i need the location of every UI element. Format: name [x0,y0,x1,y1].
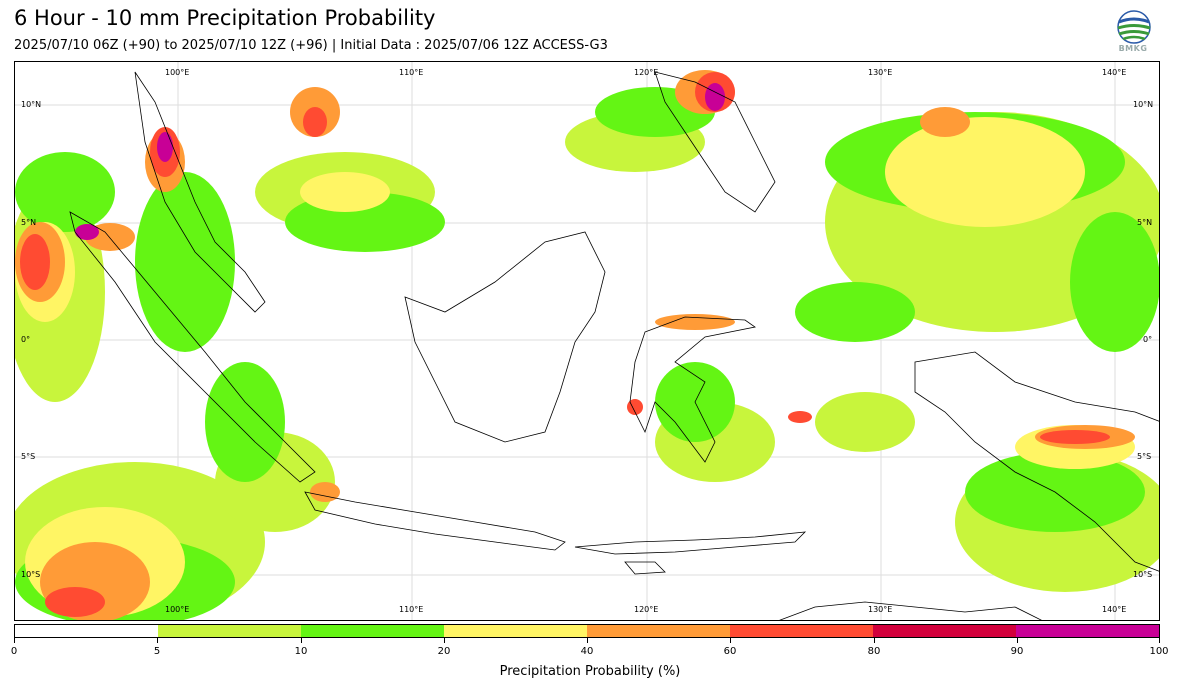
lat-label-right: 10°N [1133,100,1154,109]
lon-label-top: 120°E [634,68,659,77]
philippines-outline [654,71,776,213]
colorbar-tick [157,638,158,643]
lon-label-bottom: 100°E [165,605,190,614]
colorbar-tick-label: 10 [294,646,308,657]
precipitation-map[interactable]: 100°E 110°E 120°E 130°E 140°E 100°E 110°… [14,61,1160,621]
colorbar-segment [587,625,730,637]
colorbar-tick-label: 100 [1149,646,1169,657]
lon-label-top: 130°E [868,68,893,77]
lat-label-right: 5°S [1137,452,1152,461]
colorbar-tick [1159,638,1160,643]
colorbar-ticks: 0 5 10 20 40 60 80 90 100 [10,638,1169,658]
java-outline [304,491,566,551]
map-subtitle: 2025/07/10 06Z (+90) to 2025/07/10 12Z (… [14,38,608,53]
colorbar-tick-label: 60 [723,646,737,657]
colorbar-tick-label: 90 [1010,646,1024,657]
colorbar-tick-label: 80 [867,646,881,657]
lat-label-left: 0° [21,335,31,344]
lat-label-right: 10°S [1133,570,1153,579]
logo-text: BMKG [1118,44,1148,53]
precip-field-magenta [75,83,725,240]
colorbar-tick [730,638,731,643]
colorbar-tick-label: 20 [437,646,451,657]
colorbar-tick [444,638,445,643]
lat-label-left: 10°N [21,100,42,109]
borneo-outline [404,231,606,443]
lon-label-top: 100°E [165,68,190,77]
new-guinea-outline [914,351,1159,572]
colorbar-segment [873,625,1016,637]
colorbar-tick-label: 0 [10,646,18,657]
colorbar-segment [158,625,301,637]
lon-label-bottom: 140°E [1102,605,1127,614]
lon-label-bottom: 110°E [399,605,424,614]
lesser-sunda-outline [574,531,807,555]
malay-peninsula-outline [134,71,266,313]
bmkg-logo-icon [1114,10,1154,56]
colorbar-tick [874,638,875,643]
lat-label-left: 5°S [21,452,36,461]
lon-label-bottom: 120°E [634,605,659,614]
lon-label-top: 110°E [399,68,424,77]
colorbar-segment [1016,625,1159,637]
lat-label-right: 0° [1143,335,1153,344]
colorbar [14,624,1160,638]
lat-label-right: 5°N [1137,218,1153,227]
map-canvas [15,62,1159,620]
coastlines [69,71,1159,620]
lat-label-left: 5°N [21,218,37,227]
lon-label-bottom: 130°E [868,605,893,614]
colorbar-segment [301,625,444,637]
colorbar-tick [587,638,588,643]
colorbar-segment [15,625,158,637]
colorbar-tick [301,638,302,643]
precip-field-red [20,72,1110,617]
colorbar-segment [730,625,873,637]
colorbar-segment [444,625,587,637]
lat-label-left: 10°S [21,570,41,579]
lon-label-top: 140°E [1102,68,1127,77]
colorbar-tick [1017,638,1018,643]
australia-outline [779,601,1042,620]
sumatra-outline [69,211,316,483]
colorbar-tick [14,638,15,643]
colorbar-label: Precipitation Probability (%) [499,664,681,679]
colorbar-tick-label: 5 [153,646,161,657]
map-title: 6 Hour - 10 mm Precipitation Probability [14,6,436,30]
sulawesi-outline [629,316,756,463]
timor-outline [624,561,666,575]
colorbar-tick-label: 40 [580,646,594,657]
